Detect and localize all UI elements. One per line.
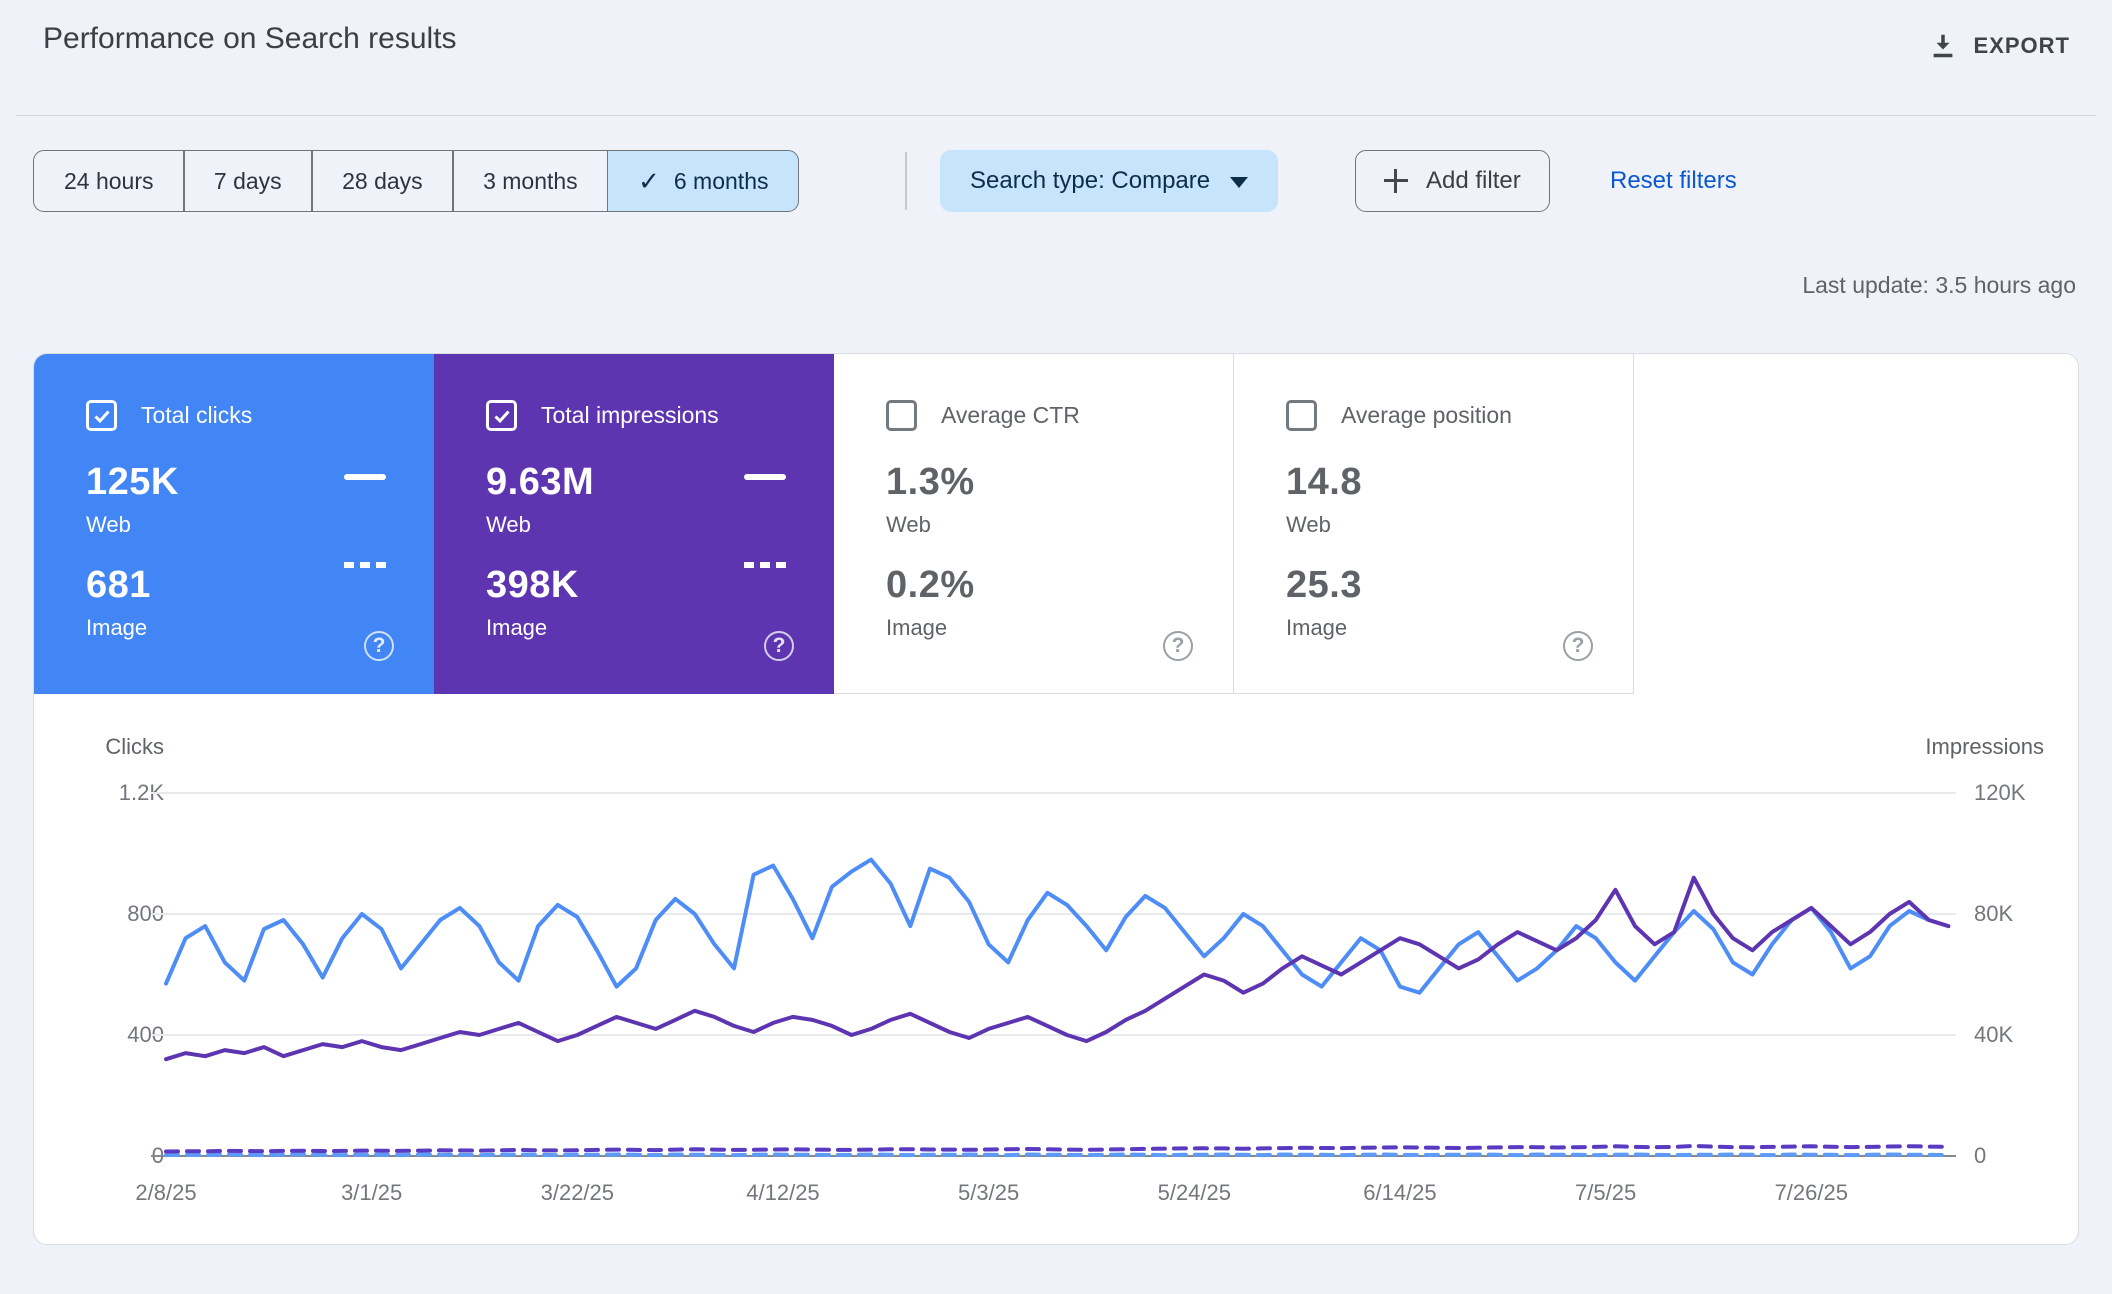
x-axis-label: 7/5/25 bbox=[1575, 1180, 1637, 1205]
axis-tick-label: 120K bbox=[1974, 780, 2026, 805]
axis-tick-label: 40K bbox=[1974, 1022, 2014, 1047]
x-axis-label: 4/12/25 bbox=[746, 1180, 820, 1205]
solid-line-swatch bbox=[344, 474, 386, 480]
chart-plot bbox=[151, 792, 1956, 1158]
solid-line-swatch bbox=[744, 474, 786, 480]
add-filter-button[interactable]: Add filter bbox=[1355, 150, 1550, 212]
x-axis-label: 3/22/25 bbox=[540, 1180, 615, 1205]
x-axis-label: 2/8/25 bbox=[135, 1180, 197, 1205]
export-button[interactable]: EXPORT bbox=[1922, 30, 2076, 62]
range-chip-3-months[interactable]: 3 months bbox=[452, 150, 609, 212]
range-chip-6-months[interactable]: ✓ 6 months bbox=[607, 150, 800, 212]
checkbox-average-position[interactable] bbox=[1286, 400, 1317, 431]
range-chip-label: 6 months bbox=[673, 167, 769, 194]
axis-tick-label: 0 bbox=[151, 1143, 164, 1168]
web-label: Web bbox=[86, 512, 131, 537]
image-clicks-line bbox=[164, 1152, 1951, 1158]
performance-card: Total clicks 125K Web 681 Image ? To bbox=[33, 353, 2079, 1245]
add-filter-label: Add filter bbox=[1426, 167, 1521, 194]
axis-tick-label: 0 bbox=[1974, 1143, 1987, 1168]
dashed-line-swatch bbox=[744, 562, 786, 568]
metrics-row-filler bbox=[1634, 354, 2078, 694]
page-title: Performance on Search results bbox=[43, 22, 457, 55]
range-chip-label: 7 days bbox=[213, 167, 282, 194]
range-chip-24-hours[interactable]: 24 hours bbox=[33, 150, 185, 212]
question-circle-icon[interactable]: ? bbox=[1163, 631, 1193, 661]
axis-tick-label: 80K bbox=[1974, 901, 2014, 926]
search-type-label: Search type: Compare bbox=[970, 167, 1211, 194]
metric-card-average-position[interactable]: Average position 14.8 Web 25.3 Image ? bbox=[1234, 354, 1634, 694]
x-axis-label: 5/24/25 bbox=[1157, 1180, 1231, 1205]
image-label: Image bbox=[486, 615, 548, 640]
search-type-dropdown[interactable]: Search type: Compare bbox=[940, 150, 1279, 212]
range-chip-7-days[interactable]: 7 days bbox=[182, 150, 313, 212]
web-value: 125K bbox=[86, 461, 179, 503]
web-clicks-line bbox=[164, 857, 1951, 995]
metric-label: Total clicks bbox=[141, 402, 253, 428]
checkbox-total-clicks[interactable] bbox=[86, 400, 117, 431]
checkbox-average-ctr[interactable] bbox=[886, 400, 917, 431]
x-axis-label: 7/26/25 bbox=[1774, 1180, 1848, 1205]
range-chip-label: 28 days bbox=[342, 167, 423, 194]
image-impressions-line bbox=[164, 1144, 1951, 1154]
web-label: Web bbox=[486, 512, 531, 537]
dashed-line-swatch bbox=[344, 562, 386, 568]
x-axis-label: 6/14/25 bbox=[1363, 1180, 1437, 1205]
x-axis-label: 5/3/25 bbox=[958, 1180, 1020, 1205]
range-chip-28-days[interactable]: 28 days bbox=[311, 150, 454, 212]
metric-card-total-clicks[interactable]: Total clicks 125K Web 681 Image ? bbox=[34, 354, 434, 694]
axis-tick-label: 1.2K bbox=[118, 780, 164, 805]
metric-label: Average position bbox=[1341, 402, 1512, 428]
metrics-row: Total clicks 125K Web 681 Image ? To bbox=[34, 354, 2078, 694]
web-value: 14.8 bbox=[1286, 461, 1362, 503]
checkmark-icon: ✓ bbox=[638, 166, 660, 196]
plus-icon bbox=[1384, 169, 1408, 193]
range-chip-label: 3 months bbox=[483, 167, 578, 194]
header-divider bbox=[16, 115, 2096, 117]
right-axis-title: Impressions bbox=[1925, 734, 2044, 759]
web-impressions-line bbox=[164, 875, 1951, 1062]
range-chip-label: 24 hours bbox=[64, 167, 154, 194]
checkbox-total-impressions[interactable] bbox=[486, 400, 517, 431]
date-range-segmented-control: 24 hours 7 days 28 days 3 months ✓ 6 mon… bbox=[33, 150, 800, 212]
question-circle-icon[interactable]: ? bbox=[364, 631, 394, 661]
metric-label: Average CTR bbox=[941, 402, 1080, 428]
last-update-text: Last update: 3.5 hours ago bbox=[1802, 272, 2076, 298]
question-circle-icon[interactable]: ? bbox=[764, 631, 794, 661]
web-value: 9.63M bbox=[486, 461, 595, 503]
web-label: Web bbox=[1286, 512, 1331, 537]
toolbar-divider bbox=[905, 152, 907, 210]
question-circle-icon[interactable]: ? bbox=[1563, 631, 1593, 661]
image-value: 681 bbox=[86, 564, 151, 606]
checkmark-icon bbox=[493, 409, 510, 423]
web-label: Web bbox=[886, 512, 931, 537]
image-value: 25.3 bbox=[1286, 564, 1362, 606]
performance-chart: Clicks Impressions 0 400 800 1.2K 0 40K 80K 12… bbox=[34, 694, 2078, 1245]
export-label: EXPORT bbox=[1973, 33, 2070, 58]
image-label: Image bbox=[886, 615, 948, 640]
metric-label: Total impressions bbox=[541, 402, 719, 428]
axis-tick-label: 800 bbox=[127, 901, 164, 926]
left-axis-title: Clicks bbox=[105, 734, 164, 759]
reset-filters-link[interactable]: Reset filters bbox=[1610, 150, 1737, 212]
web-value: 1.3% bbox=[886, 461, 975, 503]
caret-down-icon bbox=[1230, 177, 1249, 188]
image-value: 0.2% bbox=[886, 564, 975, 606]
x-axis-label: 3/1/25 bbox=[341, 1180, 403, 1205]
metric-card-total-impressions[interactable]: Total impressions 9.63M Web 398K Image ? bbox=[434, 354, 834, 694]
download-icon bbox=[1933, 34, 1952, 58]
image-value: 398K bbox=[486, 564, 579, 606]
image-label: Image bbox=[86, 615, 148, 640]
metric-card-average-ctr[interactable]: Average CTR 1.3% Web 0.2% Image ? bbox=[834, 354, 1234, 694]
image-label: Image bbox=[1286, 615, 1348, 640]
axis-tick-label: 400 bbox=[127, 1022, 164, 1047]
checkmark-icon bbox=[93, 409, 110, 423]
